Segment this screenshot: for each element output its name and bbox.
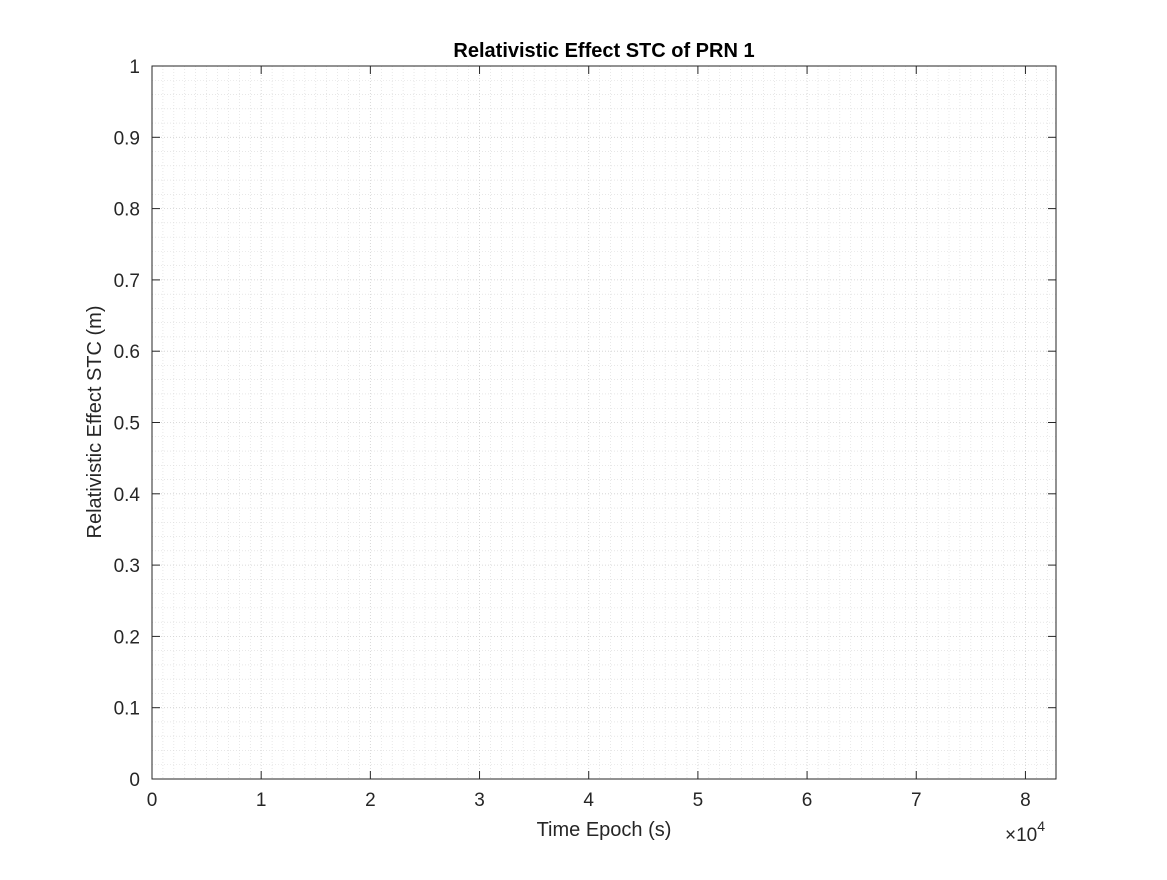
y-tick-label: 0.4 — [114, 485, 141, 506]
x-multiplier-base: ×10 — [1005, 825, 1037, 846]
y-tick-label: 0.7 — [114, 271, 140, 292]
x-tick-label: 8 — [1020, 790, 1031, 811]
y-tick-label: 0 — [129, 770, 140, 791]
x-tick-label: 0 — [147, 790, 158, 811]
x-tick-label: 7 — [911, 790, 922, 811]
x-tick-label: 4 — [583, 790, 594, 811]
x-tick-label: 2 — [365, 790, 376, 811]
x-tick-label: 3 — [474, 790, 485, 811]
y-tick-label: 0.1 — [114, 699, 140, 720]
x-tick-label: 1 — [256, 790, 267, 811]
y-tick-label: 0.6 — [114, 342, 140, 363]
x-axis-label: Time Epoch (s) — [537, 819, 672, 841]
y-axis-ticks: 0 0.1 0.2 0.3 0.4 0.5 0.6 0.7 0.8 0.9 1 — [114, 57, 1056, 791]
x-axis-multiplier: ×104 — [1005, 818, 1045, 846]
major-grid — [152, 66, 1056, 779]
y-axis-label: Relativistic Effect STC (m) — [84, 306, 106, 539]
y-tick-label: 0.2 — [114, 627, 140, 648]
y-tick-label: 0.5 — [114, 414, 140, 435]
x-tick-label: 5 — [693, 790, 704, 811]
chart-title: Relativistic Effect STC of PRN 1 — [453, 40, 754, 62]
minor-grid — [152, 66, 1056, 779]
x-multiplier-exponent: 4 — [1037, 818, 1045, 834]
x-tick-label: 6 — [802, 790, 813, 811]
y-tick-label: 1 — [129, 57, 140, 78]
y-tick-label: 0.3 — [114, 556, 140, 577]
x-axis-ticks: 0 1 2 3 4 5 6 7 8 — [147, 66, 1031, 811]
y-tick-label: 0.9 — [114, 128, 140, 149]
y-tick-label: 0.8 — [114, 200, 140, 221]
